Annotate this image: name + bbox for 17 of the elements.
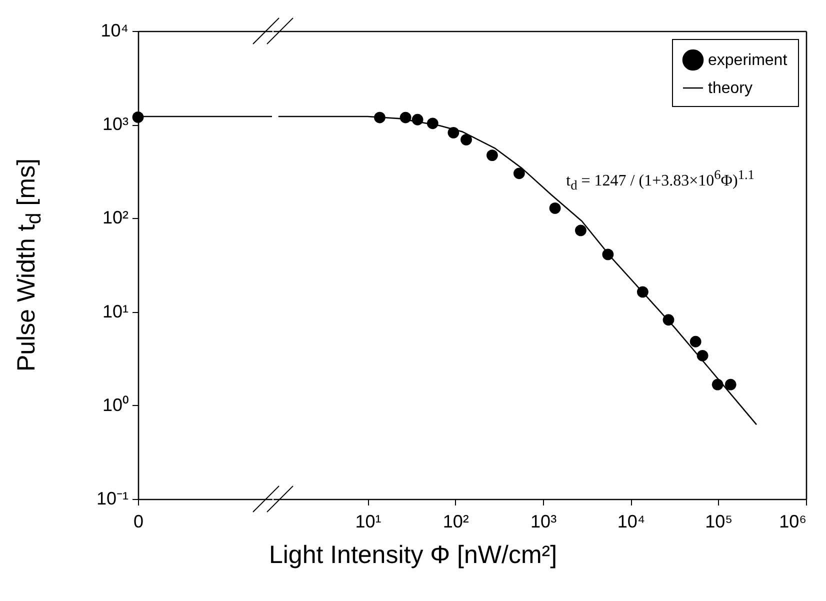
y-tick-label: 10² <box>102 208 129 228</box>
legend-label: experiment <box>708 52 788 69</box>
x-tick-label: 10² <box>442 512 469 532</box>
x-tick-label: 10⁴ <box>617 512 646 532</box>
y-tick-label: 10¹ <box>102 301 129 322</box>
x-tick-label: 10⁵ <box>705 512 733 532</box>
x-tick-label: 0 <box>133 512 144 532</box>
x-tick-label: 10³ <box>530 512 557 532</box>
x-axis-title: Light Intensity Φ [nW/cm²] <box>268 541 558 570</box>
legend-label: theory <box>708 80 752 97</box>
y-tick-label: 10⁻¹ <box>96 488 129 508</box>
y-tick-label: 10⁰ <box>102 394 128 415</box>
x-tick-label: 10⁶ <box>779 512 806 532</box>
y-tick-label: 10³ <box>102 114 129 134</box>
x-tick-label: 10¹ <box>355 512 382 532</box>
formula-text: t$_{d}$ = 1247 / (1+3.83×10$^{6}$Φ)$^{1.1}$ <box>566 166 754 194</box>
y-tick-label: 10⁴ <box>100 20 128 40</box>
